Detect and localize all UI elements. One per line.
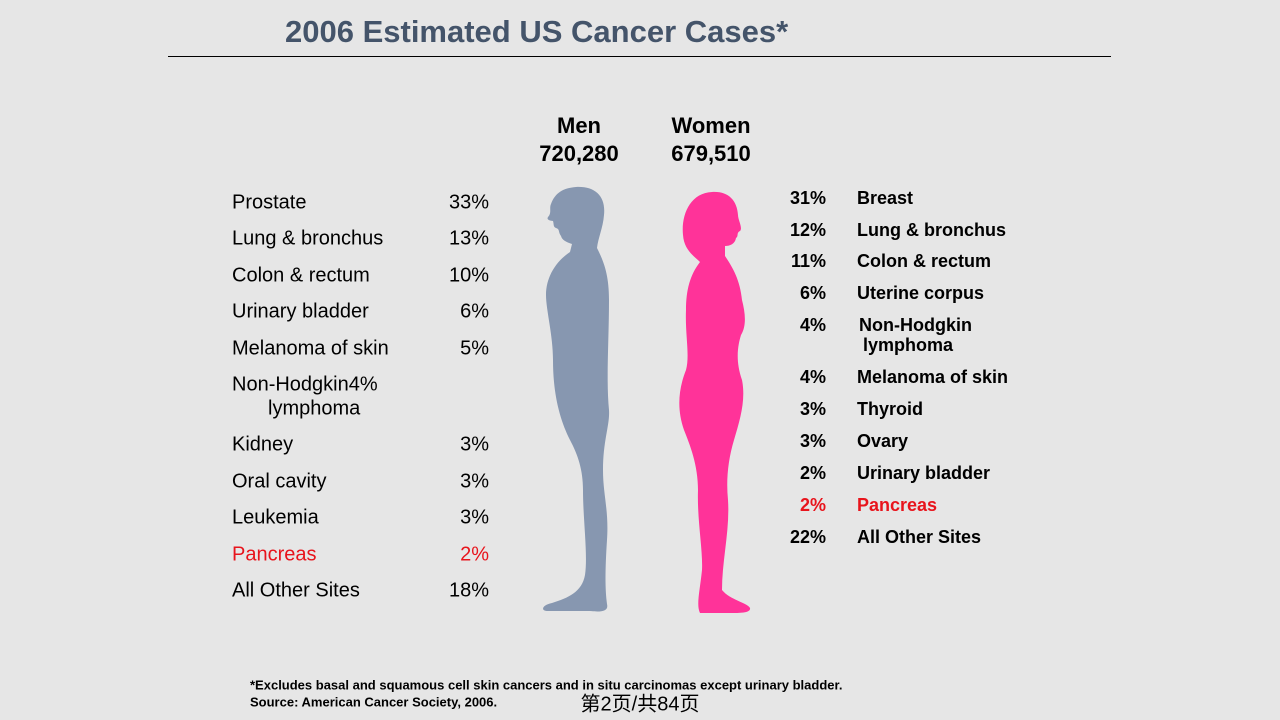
woman-silhouette [679,191,751,613]
men-site: Pancreas [232,543,317,565]
title: 2006 Estimated US Cancer Cases* [285,14,789,49]
women-site-line2: lymphoma [863,335,954,355]
women-site: Colon & rectum [857,251,991,271]
women-site: Ovary [857,431,908,451]
page-label: 第2页/共84页 [581,692,700,715]
men-site: Melanoma of skin [232,337,389,359]
men-label: Men [557,113,601,138]
women-site: All Other Sites [857,527,981,547]
women-site: Lung & bronchus [857,220,1006,240]
women-pct: 2% [800,495,826,515]
men-pct: 5% [460,337,489,359]
men-site: Lung & bronchus [232,227,383,249]
men-site: Kidney [232,433,293,455]
men-pct: 6% [460,300,489,322]
women-pct: 6% [800,283,826,303]
women-pct: 31% [790,188,826,208]
women-pct: 11% [791,251,826,271]
women-site: Breast [857,188,913,208]
men-pct: 10% [449,264,489,286]
footnote: *Excludes basal and squamous cell skin c… [250,677,842,692]
men-site-line2: lymphoma [268,397,361,419]
men-pct: 3% [460,506,489,528]
women-pct: 3% [800,399,826,419]
women-site: Thyroid [857,399,923,419]
men-site: Leukemia [232,506,320,528]
women-site: Non-Hodgkin [859,315,972,335]
women-site: Pancreas [857,495,937,515]
men-site: Oral cavity [232,470,326,492]
men-site: Non-Hodgkin [232,373,349,395]
women-site: Uterine corpus [857,283,984,303]
men-total: 720,280 [539,141,619,166]
men-pct: 4% [349,373,378,395]
women-site: Urinary bladder [857,463,990,483]
women-label: Women [671,113,750,138]
men-site: Prostate [232,191,306,213]
men-pct: 33% [449,191,489,213]
women-pct: 22% [790,527,826,547]
men-pct: 13% [449,227,489,249]
women-pct: 12% [790,220,826,240]
women-pct: 2% [800,463,826,483]
women-site: Melanoma of skin [857,367,1008,387]
men-site: Colon & rectum [232,264,370,286]
women-total: 679,510 [671,141,751,166]
men-site: All Other Sites [232,579,360,601]
man-silhouette [543,186,610,612]
women-pct: 3% [800,431,826,451]
men-pct: 3% [460,433,489,455]
women-pct: 4% [800,367,826,387]
men-pct: 18% [449,579,489,601]
source: Source: American Cancer Society, 2006. [250,694,497,709]
men-pct: 2% [460,543,489,565]
men-pct: 3% [460,470,489,492]
men-site: Urinary bladder [232,300,369,322]
women-pct: 4% [800,315,826,335]
